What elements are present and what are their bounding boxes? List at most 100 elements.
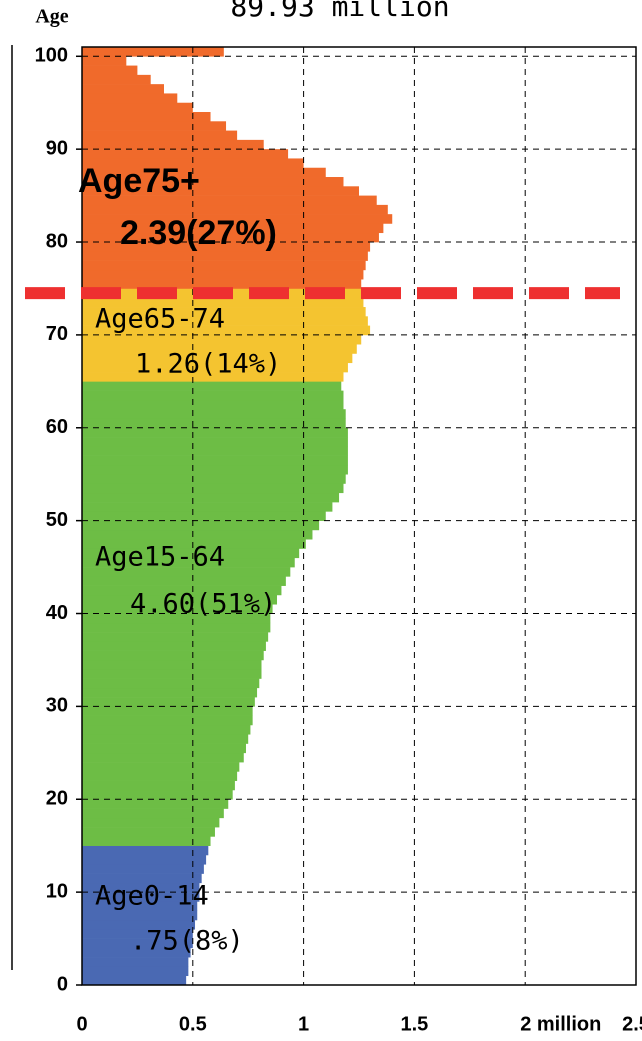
bar: [82, 938, 193, 949]
bar: [82, 724, 251, 735]
bar: [82, 316, 368, 326]
bar: [82, 167, 326, 178]
bar: [82, 585, 282, 596]
bar: [82, 492, 340, 503]
bar: [82, 139, 264, 150]
y-axis-label: Age: [35, 6, 68, 28]
group-name: Age0-14: [95, 881, 209, 912]
bar: [82, 827, 215, 837]
bar: [82, 74, 151, 85]
y-tick-label: 90: [46, 137, 68, 159]
x-tick-label: 2.5: [622, 1013, 642, 1035]
bar: [82, 427, 348, 438]
chart-title: 89.93 million: [230, 0, 449, 23]
bar: [82, 743, 246, 754]
bar: [82, 966, 189, 977]
group-label: 2.39(27%): [120, 214, 277, 252]
bar: [82, 260, 366, 271]
bar: [82, 975, 187, 986]
bar: [82, 892, 200, 902]
bar: [82, 334, 362, 345]
y-tick-label: 100: [35, 45, 68, 67]
bar: [82, 845, 209, 856]
bar: [82, 195, 377, 206]
bar: [82, 214, 393, 224]
bar: [82, 520, 320, 531]
bar: [82, 567, 291, 577]
bar: [82, 706, 253, 716]
y-tick-label: 10: [46, 880, 68, 902]
bar: [82, 604, 273, 614]
bar: [82, 251, 368, 261]
bar: [82, 353, 353, 364]
bar: [82, 780, 235, 791]
bar: [82, 242, 371, 252]
x-tick-label: 1.5: [400, 1013, 428, 1035]
bar: [82, 84, 164, 94]
bar: [82, 511, 326, 521]
bar: [82, 325, 371, 336]
y-tick-label: 30: [46, 695, 68, 717]
y-tick-label: 0: [57, 973, 68, 995]
bar: [82, 659, 262, 670]
bar: [82, 836, 211, 846]
bar: [82, 882, 200, 893]
bar: [82, 901, 198, 912]
bar: [82, 808, 224, 819]
bar: [82, 539, 306, 549]
y-tick-label: 80: [46, 230, 68, 252]
bar: [82, 269, 364, 280]
bar: [82, 186, 359, 196]
bar: [82, 177, 344, 187]
bar: [82, 204, 388, 215]
bar: [82, 799, 229, 809]
bar: [82, 121, 227, 131]
bar: [82, 409, 346, 419]
group-name: Age15-64: [95, 542, 225, 573]
bar: [82, 446, 348, 456]
bar: [82, 381, 342, 391]
bar: [82, 47, 224, 57]
bar: [82, 873, 202, 884]
bar: [82, 576, 286, 586]
bar: [82, 474, 346, 484]
x-tick-label: 0.5: [179, 1013, 207, 1035]
bar: [82, 762, 240, 772]
group-name: Age65-74: [95, 304, 225, 335]
bar: [82, 594, 278, 605]
bar: [82, 307, 366, 317]
bar: [82, 641, 266, 651]
bar: [82, 279, 362, 289]
bar: [82, 372, 344, 382]
y-tick-label: 20: [46, 788, 68, 810]
bar: [82, 957, 189, 967]
bar: [82, 548, 300, 559]
bar: [82, 112, 211, 122]
bar: [82, 613, 271, 624]
bar: [82, 854, 207, 865]
bar: [82, 632, 269, 642]
bar: [82, 734, 249, 744]
bar: [82, 864, 204, 874]
bar: [82, 158, 304, 169]
bar: [82, 390, 344, 401]
group-label: 4.60(51%): [130, 589, 276, 620]
y-tick-label: 60: [46, 416, 68, 438]
x-tick-label: 0: [76, 1013, 87, 1035]
bar: [82, 669, 262, 679]
bar: [82, 102, 193, 113]
bar: [82, 910, 198, 921]
y-tick-label: 50: [46, 509, 68, 531]
bar: [82, 687, 258, 698]
y-tick-label: 70: [46, 323, 68, 345]
y-tick-label: 40: [46, 602, 68, 624]
group-label: 1.26(14%): [135, 349, 281, 380]
bar: [82, 437, 348, 447]
bar: [82, 817, 220, 828]
bar: [82, 502, 333, 512]
bar: [82, 678, 260, 689]
bar: [82, 464, 348, 475]
x-tick-label: 2 million: [520, 1013, 601, 1035]
bar: [82, 947, 191, 958]
